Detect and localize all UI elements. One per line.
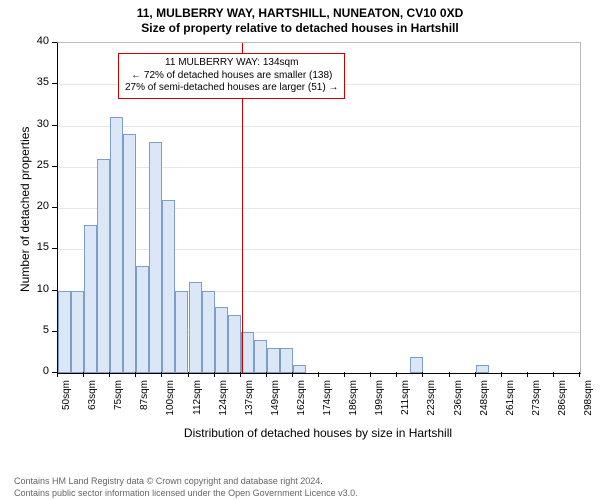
- x-tick-label: 298sqm: [583, 380, 594, 420]
- y-tick-mark: [52, 207, 57, 208]
- histogram-bar: [280, 348, 293, 373]
- histogram-bar: [162, 200, 175, 373]
- x-tick-label: 174sqm: [322, 380, 333, 420]
- y-tick-mark: [52, 83, 57, 84]
- chart-titles: 11, MULBERRY WAY, HARTSHILL, NUNEATON, C…: [0, 0, 600, 36]
- plot-area: 11 MULBERRY WAY: 134sqm← 72% of detached…: [57, 42, 581, 374]
- x-tick-label: 261sqm: [505, 380, 516, 420]
- gridline-h: [58, 167, 580, 168]
- x-tick-label: 137sqm: [244, 380, 255, 420]
- histogram-bar: [123, 134, 136, 373]
- chart-title-line2: Size of property relative to detached ho…: [0, 21, 600, 36]
- x-tick-mark: [344, 372, 345, 377]
- callout-line2: ← 72% of detached houses are smaller (13…: [125, 70, 338, 83]
- x-tick-mark: [318, 372, 319, 377]
- x-tick-mark: [292, 372, 293, 377]
- histogram-bar: [215, 307, 228, 373]
- y-tick-label: 35: [27, 76, 49, 88]
- x-axis-label: Distribution of detached houses by size …: [57, 426, 579, 440]
- x-tick-label: 112sqm: [192, 380, 203, 420]
- x-tick-label: 186sqm: [348, 380, 359, 420]
- histogram-bar: [254, 340, 267, 373]
- x-tick-label: 248sqm: [479, 380, 490, 420]
- x-tick-mark: [501, 372, 502, 377]
- y-tick-mark: [52, 290, 57, 291]
- y-tick-label: 20: [27, 200, 49, 212]
- x-tick-mark: [370, 372, 371, 377]
- x-tick-label: 75sqm: [113, 380, 124, 420]
- histogram-bar: [267, 348, 280, 373]
- y-tick-mark: [52, 331, 57, 332]
- x-tick-mark: [161, 372, 162, 377]
- histogram-bar: [58, 291, 71, 374]
- x-tick-label: 273sqm: [531, 380, 542, 420]
- x-tick-label: 87sqm: [139, 380, 150, 420]
- chart-container: 11, MULBERRY WAY, HARTSHILL, NUNEATON, C…: [0, 0, 600, 500]
- x-tick-label: 50sqm: [61, 380, 72, 420]
- x-tick-mark: [449, 372, 450, 377]
- histogram-bar: [189, 282, 202, 373]
- histogram-bar: [476, 365, 489, 373]
- histogram-bar: [110, 117, 123, 373]
- y-tick-mark: [52, 166, 57, 167]
- x-tick-label: 286sqm: [557, 380, 568, 420]
- x-tick-label: 63sqm: [87, 380, 98, 420]
- x-tick-label: 223sqm: [426, 380, 437, 420]
- gridline-h: [58, 249, 580, 250]
- x-tick-mark: [527, 372, 528, 377]
- x-tick-mark: [57, 372, 58, 377]
- callout-line3: 27% of semi-detached houses are larger (…: [125, 82, 338, 95]
- x-tick-mark: [214, 372, 215, 377]
- x-tick-mark: [553, 372, 554, 377]
- x-tick-label: 162sqm: [296, 380, 307, 420]
- x-tick-label: 199sqm: [374, 380, 385, 420]
- histogram-bar: [71, 291, 84, 374]
- x-tick-label: 211sqm: [400, 380, 411, 420]
- footer-line2: Contains public sector information licen…: [14, 488, 358, 500]
- chart-title-line1: 11, MULBERRY WAY, HARTSHILL, NUNEATON, C…: [0, 6, 600, 21]
- x-tick-mark: [135, 372, 136, 377]
- x-tick-label: 124sqm: [218, 380, 229, 420]
- x-tick-label: 236sqm: [453, 380, 464, 420]
- histogram-bar: [175, 291, 188, 374]
- x-tick-mark: [83, 372, 84, 377]
- x-tick-mark: [396, 372, 397, 377]
- x-tick-label: 149sqm: [270, 380, 281, 420]
- x-tick-mark: [109, 372, 110, 377]
- gridline-h: [58, 126, 580, 127]
- x-tick-mark: [475, 372, 476, 377]
- callout-line1: 11 MULBERRY WAY: 134sqm: [125, 57, 338, 70]
- footer-attribution: Contains HM Land Registry data © Crown c…: [14, 476, 358, 499]
- gridline-h: [58, 208, 580, 209]
- y-tick-label: 25: [27, 159, 49, 171]
- x-tick-mark: [188, 372, 189, 377]
- y-tick-mark: [52, 42, 57, 43]
- y-tick-label: 0: [27, 365, 49, 377]
- x-tick-mark: [579, 372, 580, 377]
- histogram-bar: [97, 159, 110, 374]
- x-tick-mark: [266, 372, 267, 377]
- y-tick-label: 10: [27, 283, 49, 295]
- footer-line1: Contains HM Land Registry data © Crown c…: [14, 476, 358, 488]
- histogram-bar: [202, 291, 215, 374]
- histogram-bar: [136, 266, 149, 373]
- y-tick-label: 5: [27, 324, 49, 336]
- histogram-bar: [293, 365, 306, 373]
- x-tick-label: 100sqm: [165, 380, 176, 420]
- x-tick-mark: [240, 372, 241, 377]
- y-tick-label: 30: [27, 118, 49, 130]
- y-tick-mark: [52, 125, 57, 126]
- histogram-bar: [84, 225, 97, 374]
- property-callout: 11 MULBERRY WAY: 134sqm← 72% of detached…: [118, 53, 345, 99]
- x-tick-mark: [422, 372, 423, 377]
- histogram-bar: [228, 315, 241, 373]
- histogram-bar: [149, 142, 162, 373]
- y-tick-label: 40: [27, 35, 49, 47]
- y-tick-mark: [52, 248, 57, 249]
- y-tick-label: 15: [27, 241, 49, 253]
- histogram-bar: [410, 357, 423, 374]
